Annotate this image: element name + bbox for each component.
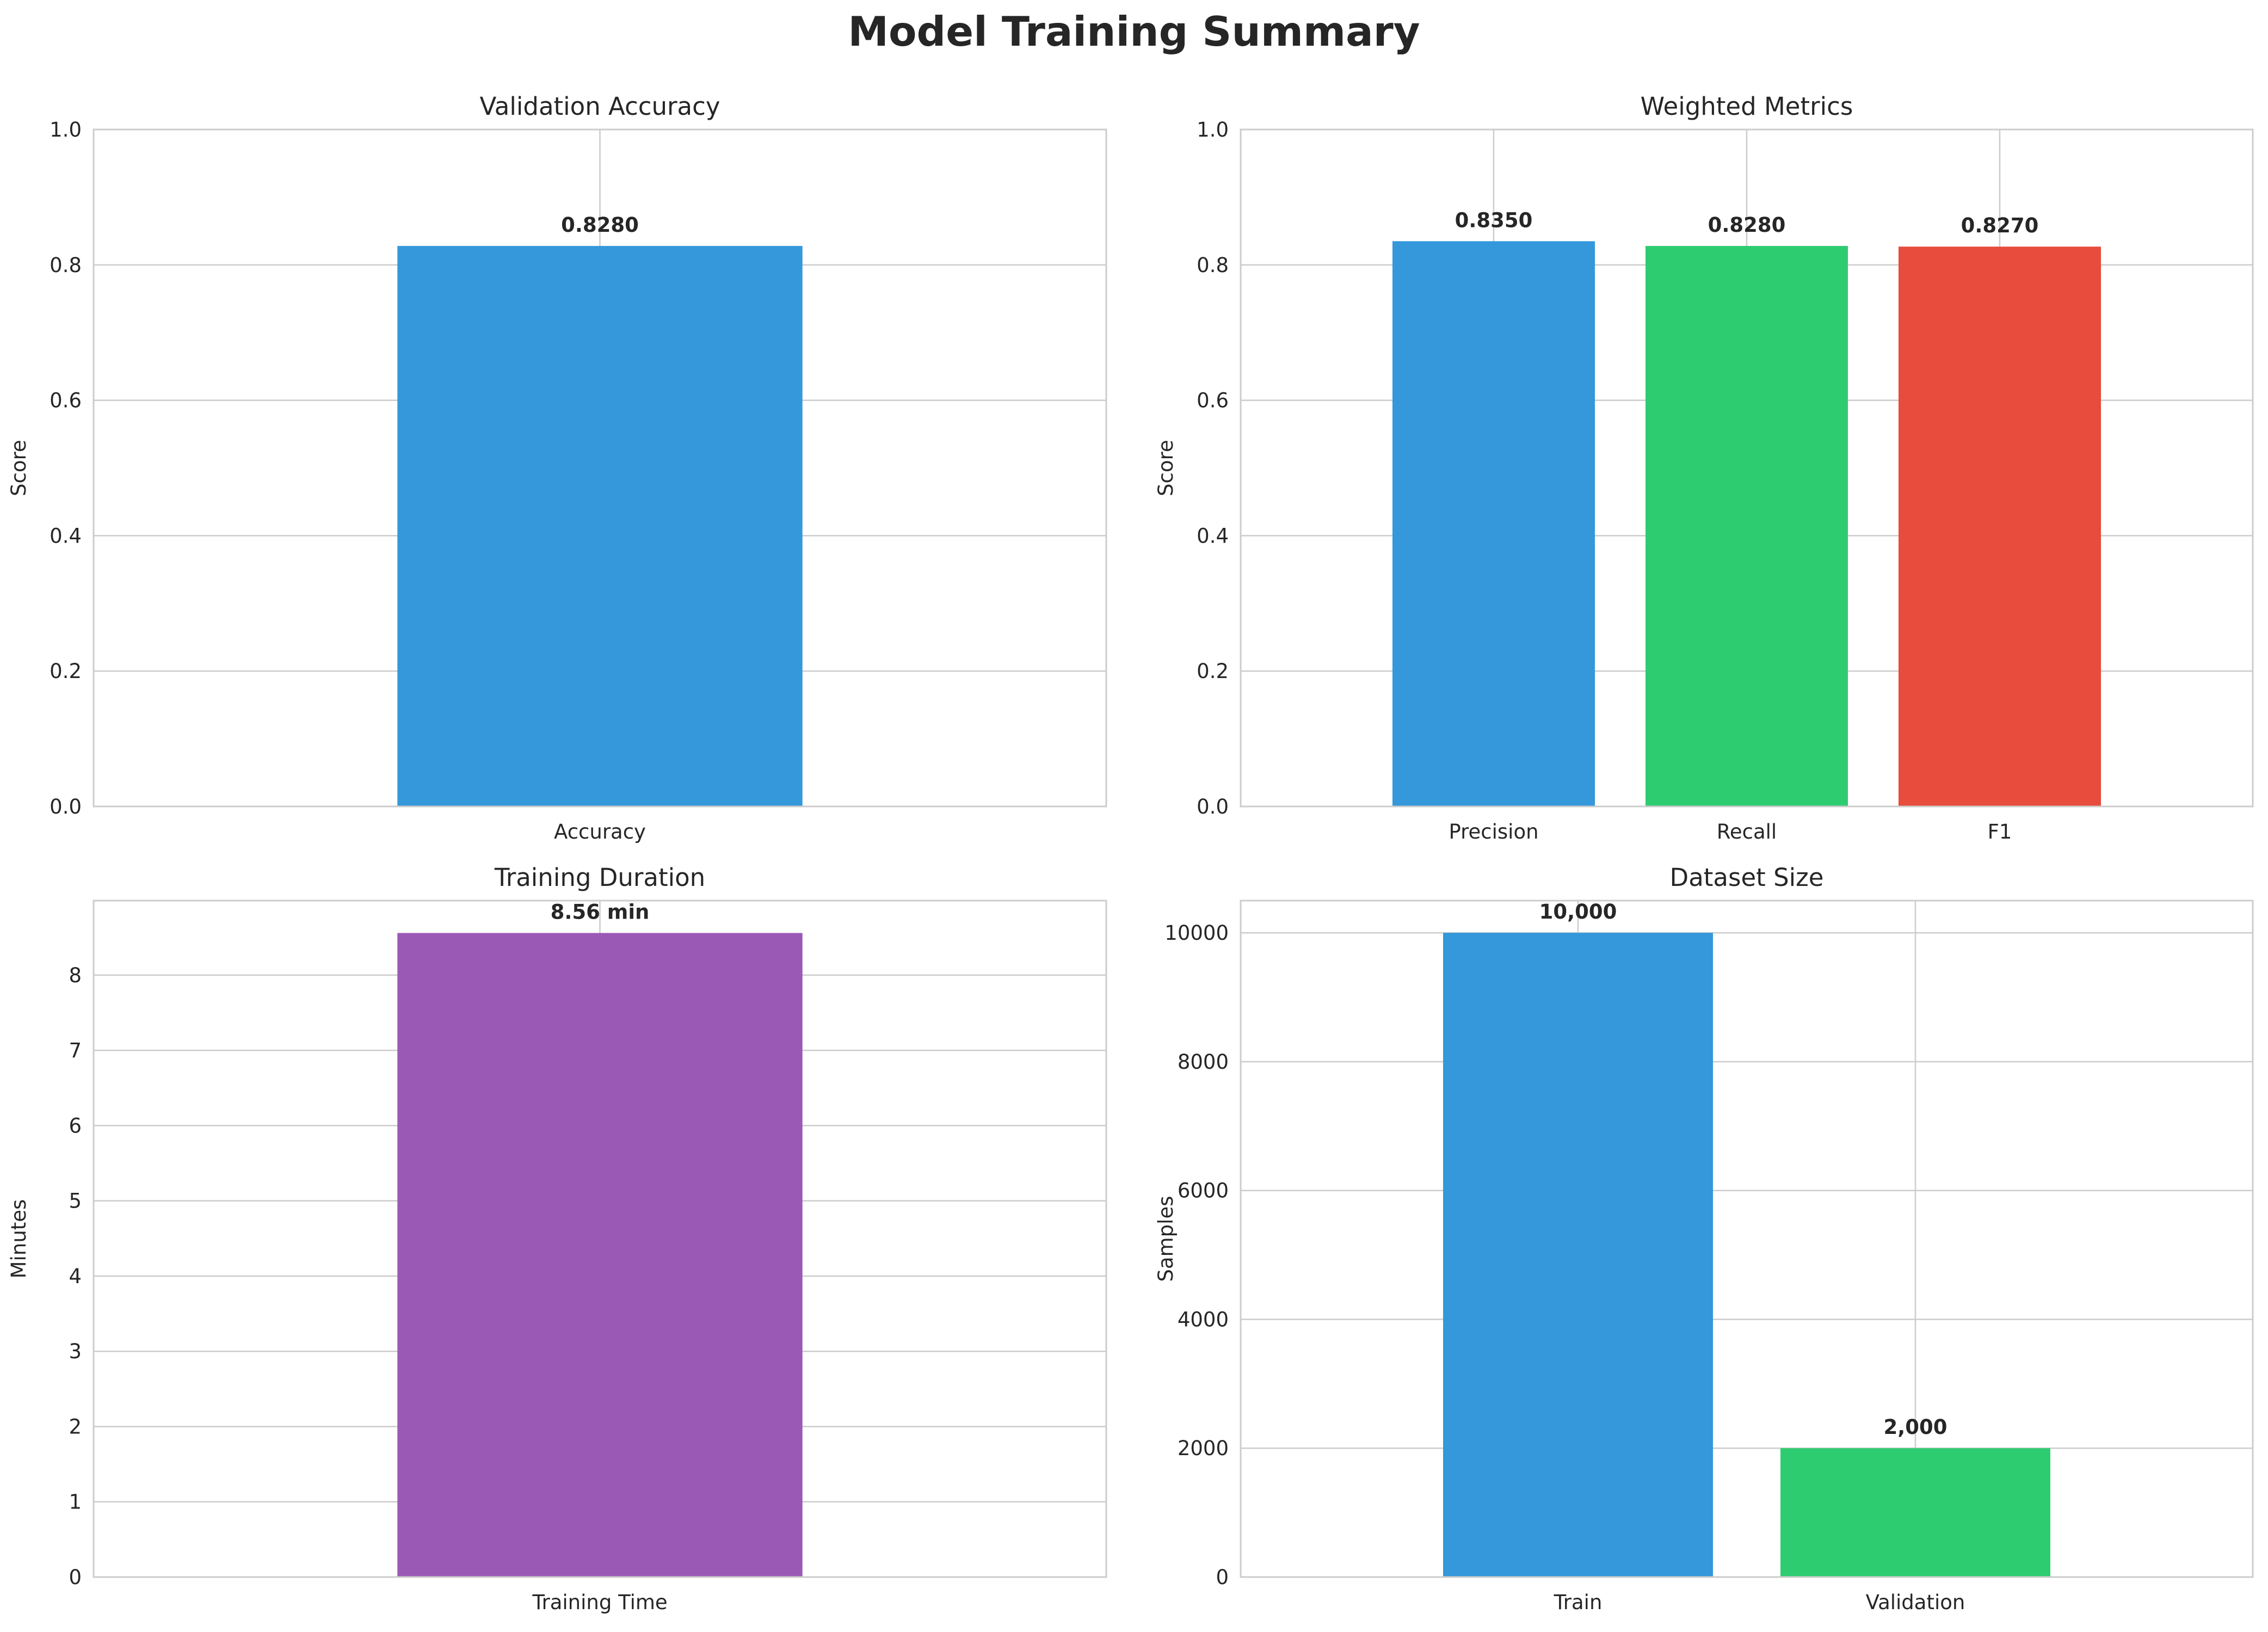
bar-accuracy [397,245,803,806]
x-tick-label: Precision [1449,820,1538,843]
y-axis-label: Score [1154,440,1178,496]
accuracy-chart: 0.0 0.2 0.4 0.6 0.8 1.0 0.8280 Accuracy Validati… [7,92,1107,843]
y-tick-label: 0.0 [1197,795,1229,818]
subplot-title: Training Duration [494,863,705,892]
x-tick-label: Validation [1866,1591,1965,1614]
bar-validation [1780,1448,2050,1577]
y-tick-label: 3 [69,1340,82,1363]
plot-frame [93,900,1107,1578]
plot-frame [1240,900,2254,1578]
y-tick-label: 0.0 [50,795,82,818]
bar-training-time [397,933,803,1577]
plot-frame [1240,128,2254,808]
x-tick-label: Training Time [532,1591,667,1614]
y-tick-label: 10000 [1164,921,1229,945]
x-tick-label: Train [1554,1591,1603,1614]
y-tick-label: 0.2 [50,660,82,683]
y-tick-label: 0.4 [50,524,82,547]
y-tick-label: 0.8 [50,254,82,277]
x-tick-label: Recall [1717,820,1777,843]
y-tick-label: 5 [69,1190,82,1213]
data-label-validation: 2,000 [1883,1415,1947,1439]
y-tick-label: 0 [1216,1566,1229,1589]
y-tick-label: 1.0 [1197,118,1229,141]
y-tick-label: 4 [69,1265,82,1288]
y-tick-label: 8000 [1178,1050,1229,1074]
subplot-title: Validation Accuracy [480,92,720,121]
y-axis-label: Minutes [7,1199,30,1279]
y-tick-label: 0 [69,1566,82,1589]
y-tick-label: 0.6 [50,389,82,412]
y-tick-label: 2000 [1178,1437,1229,1460]
y-tick-label: 0.2 [1197,660,1229,683]
y-tick-label: 0.8 [1197,254,1229,277]
figure-title: Model Training Summary [848,8,1420,56]
data-label-accuracy: 0.8280 [561,213,639,237]
y-tick-label: 6 [69,1114,82,1137]
data-label-recall: 0.8280 [1708,213,1786,237]
x-tick-label: Accuracy [554,820,646,843]
bar-train [1443,933,1713,1577]
y-tick-label: 8 [69,964,82,987]
data-label-f1: 0.8270 [1961,214,2039,237]
data-label-train: 10,000 [1539,900,1617,923]
y-tick-label: 6000 [1178,1179,1229,1203]
bar-f1 [1899,247,2101,806]
weighted-metrics-chart: 0.0 0.2 0.4 0.6 0.8 1.0 0.8350 0.8280 0.8270 Prec… [1154,92,2254,843]
plot-frame [93,128,1107,808]
x-tick-label: F1 [1988,820,2012,843]
y-axis-label: Score [7,440,30,496]
y-tick-label: 1.0 [50,118,82,141]
y-tick-label: 2 [69,1415,82,1438]
bar-precision [1392,241,1595,806]
y-axis-label: Samples [1154,1196,1178,1282]
subplot-title: Dataset Size [1670,863,1824,892]
dataset-size-chart: 0 2000 4000 6000 8000 10000 10,000 2,000 Train Va… [1154,863,2254,1614]
y-tick-label: 1 [69,1491,82,1514]
subplot-title: Weighted Metrics [1641,92,1853,121]
data-label-precision: 0.8350 [1455,208,1533,232]
y-tick-label: 4000 [1178,1308,1229,1331]
bar-recall [1645,245,1848,806]
y-tick-label: 7 [69,1039,82,1062]
data-label-training-time: 8.56 min [551,900,650,923]
y-tick-label: 0.4 [1197,524,1229,547]
y-tick-label: 0.6 [1197,389,1229,412]
training-duration-chart: 0 1 2 3 4 5 6 7 8 8.56 min Training Time Training D… [7,863,1107,1614]
